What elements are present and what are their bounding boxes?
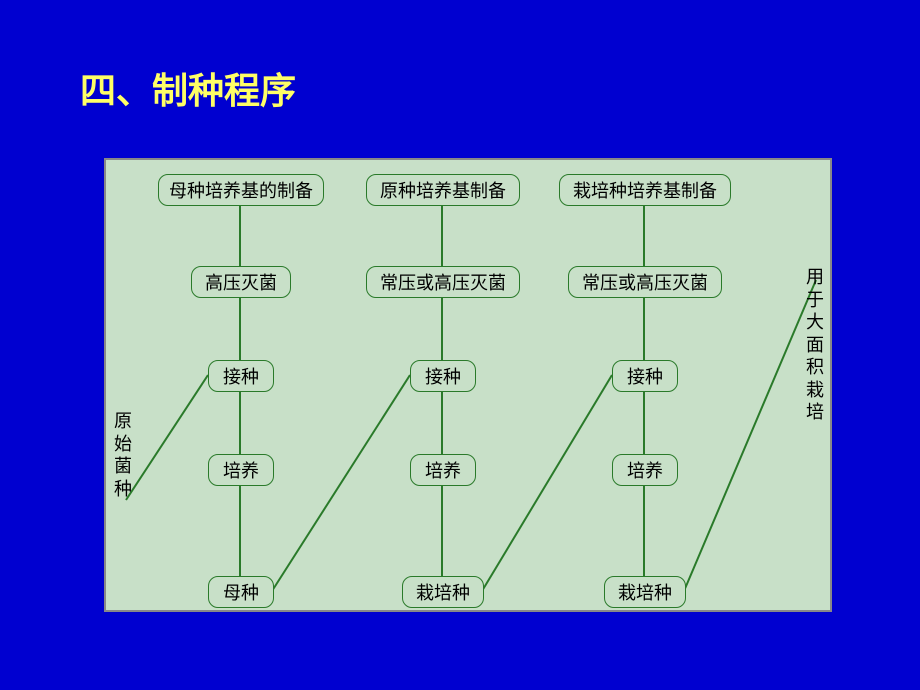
flow-node-n32: 接种 [410, 360, 476, 392]
flow-node-n11: 母种培养基的制备 [158, 174, 324, 206]
side-label-left: 原始菌种 [114, 410, 132, 500]
flow-node-n53: 栽培种 [604, 576, 686, 608]
flow-node-n12: 原种培养基制备 [366, 174, 520, 206]
flow-node-n33: 接种 [612, 360, 678, 392]
flow-node-n51: 母种 [208, 576, 274, 608]
flow-node-n21: 高压灭菌 [191, 266, 291, 298]
flow-node-n42: 培养 [410, 454, 476, 486]
flow-node-n23: 常压或高压灭菌 [568, 266, 722, 298]
flow-node-n31: 接种 [208, 360, 274, 392]
flowchart-diagram: 母种培养基的制备 原种培养基制备 栽培种培养基制备高压灭菌 常压或高压灭菌 常压或高压灭… [104, 158, 832, 612]
page-title: 四、制种程序 [80, 62, 296, 114]
flow-node-n41: 培养 [208, 454, 274, 486]
side-label-right: 用于大面积栽培 [806, 266, 824, 424]
flow-node-n43: 培养 [612, 454, 678, 486]
flow-node-n22: 常压或高压灭菌 [366, 266, 520, 298]
flow-node-n13: 栽培种培养基制备 [559, 174, 731, 206]
flow-node-n52: 栽培种 [402, 576, 484, 608]
